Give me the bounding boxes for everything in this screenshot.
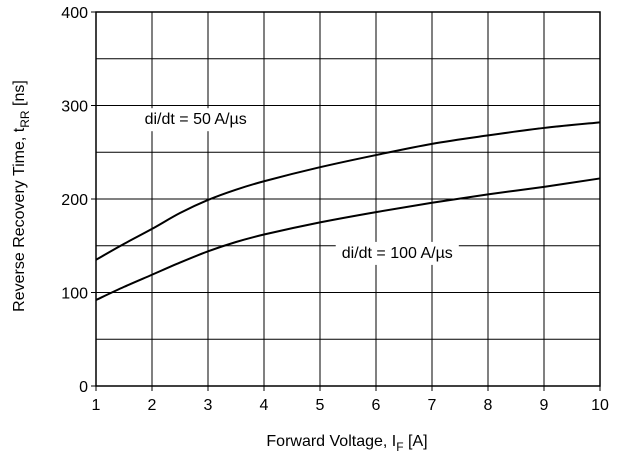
series-label-2: di/dt = 100 A/µs xyxy=(335,241,459,265)
y-tick-label: 0 xyxy=(79,379,88,396)
series-label-text: di/dt = 50 A/µs xyxy=(145,111,247,128)
x-tick-label: 4 xyxy=(260,397,269,414)
x-tick-label: 10 xyxy=(591,397,609,414)
x-tick-label: 5 xyxy=(316,397,325,414)
x-tick-label: 3 xyxy=(204,397,213,414)
series-label-background xyxy=(138,108,253,132)
x-tick-label: 1 xyxy=(92,397,101,414)
axes xyxy=(91,11,601,391)
y-tick-label: 200 xyxy=(61,192,88,209)
series-lines xyxy=(95,121,601,301)
x-tick-label: 2 xyxy=(148,397,157,414)
series-label-1: di/dt = 50 A/µs xyxy=(138,108,253,132)
x-axis-title: Forward Voltage, IF [A] xyxy=(266,433,427,454)
x-tick-label: 9 xyxy=(540,397,549,414)
series-line-2 xyxy=(95,177,601,301)
y-axis-title: Reverse Recovery Time, tRR [ns] xyxy=(11,80,32,312)
y-tick-label: 400 xyxy=(61,5,88,22)
grid-lines xyxy=(96,12,600,386)
y-tick-label: 300 xyxy=(61,99,88,116)
x-tick-label: 7 xyxy=(428,397,437,414)
y-tick-label: 100 xyxy=(61,286,88,303)
series-line-1 xyxy=(95,121,601,261)
series-label-background xyxy=(335,241,459,265)
x-tick-label: 8 xyxy=(484,397,493,414)
series-label-text: di/dt = 100 A/µs xyxy=(342,245,453,262)
x-tick-label: 6 xyxy=(372,397,381,414)
annotations: di/dt = 50 A/µs di/dt = 100 A/µs xyxy=(138,108,459,265)
